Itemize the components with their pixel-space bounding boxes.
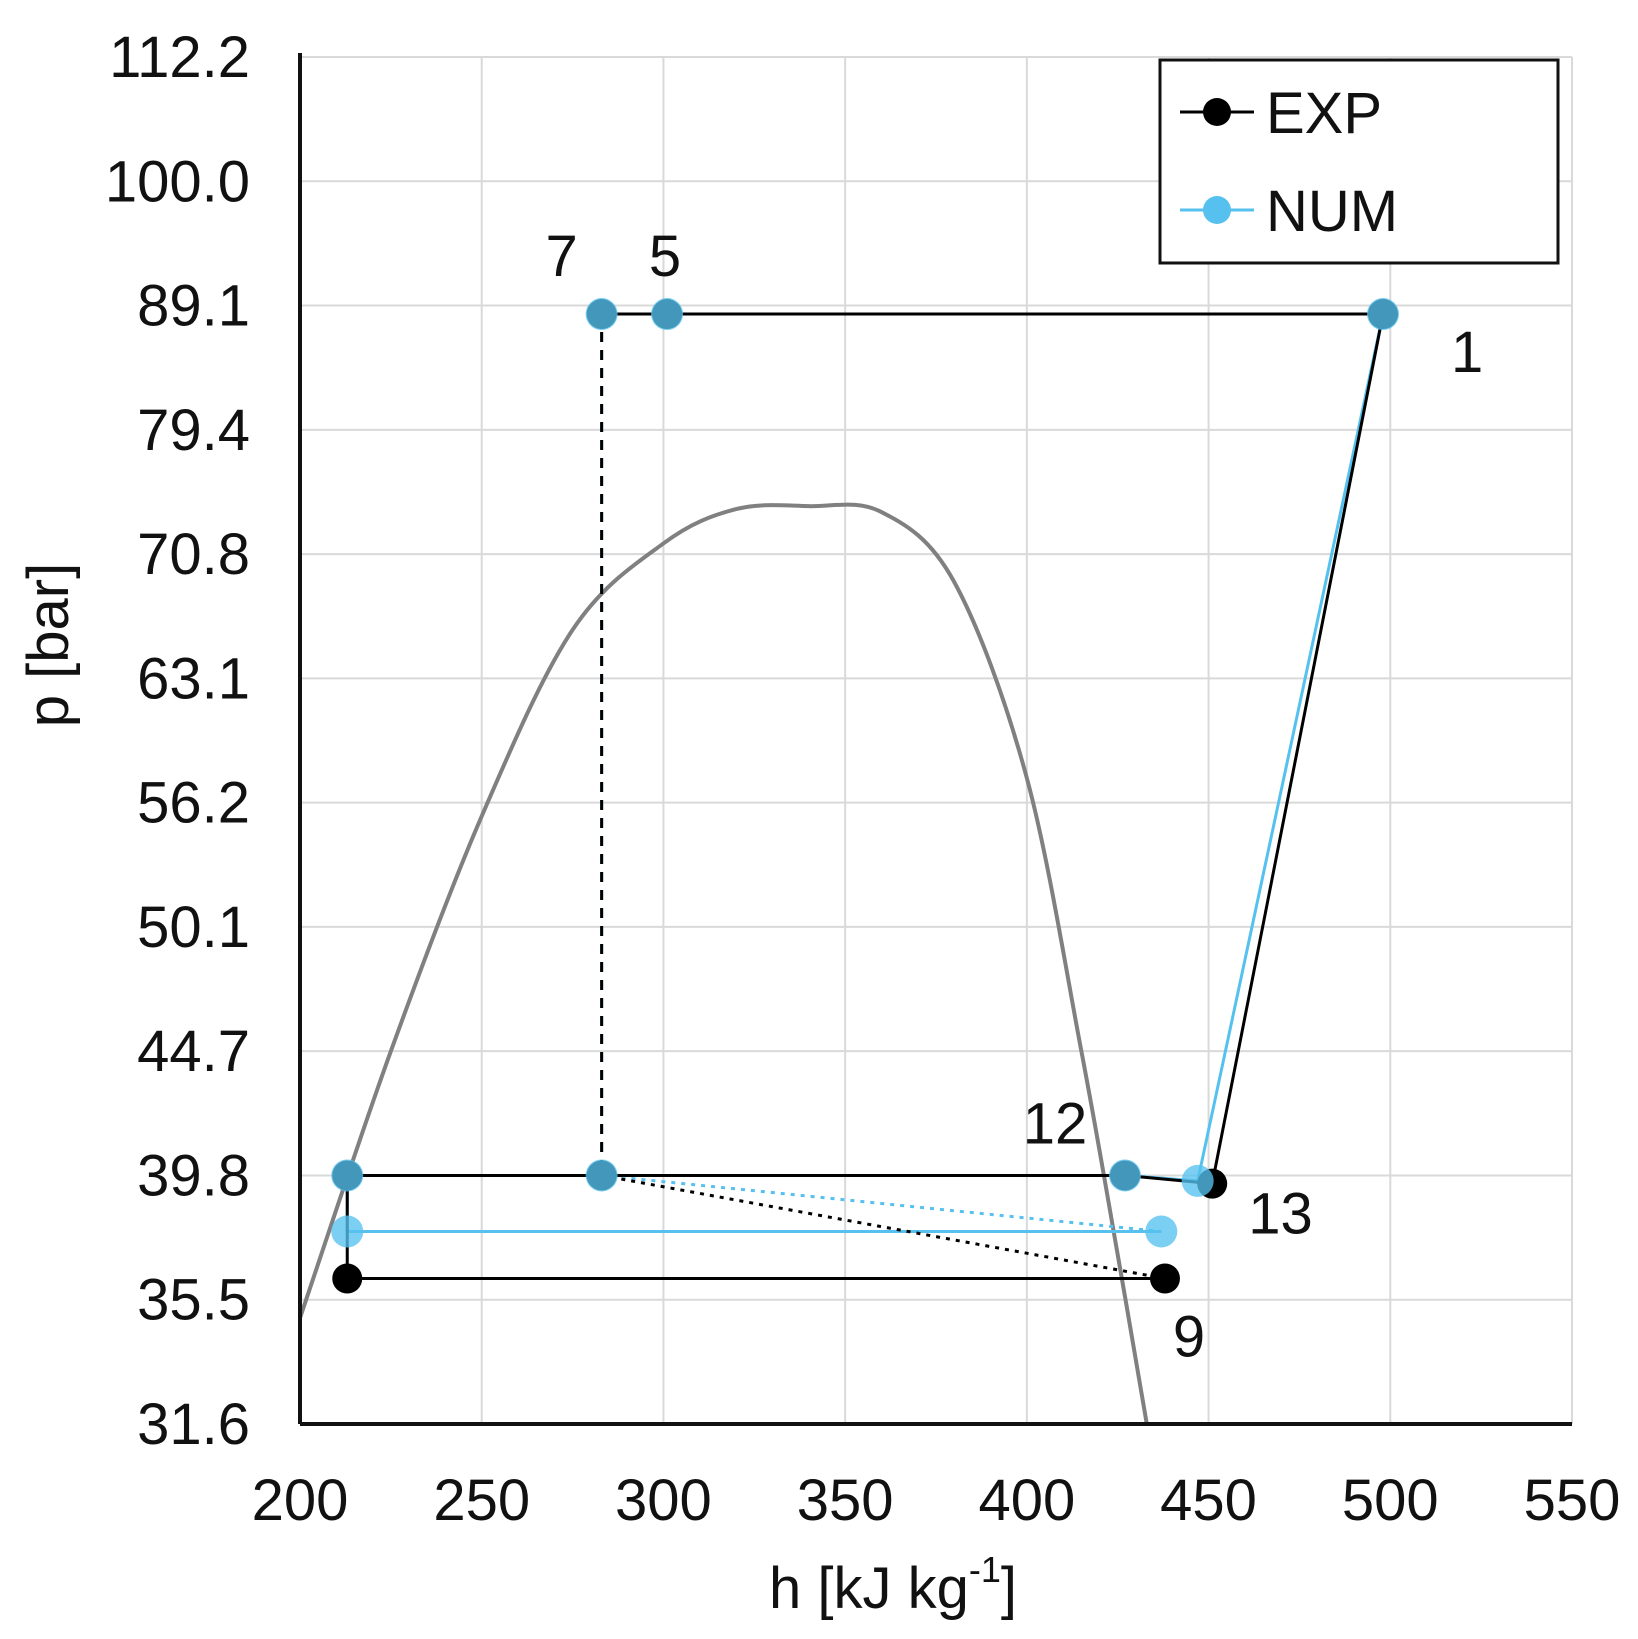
series-segments [345,312,1385,1281]
point-label: 9 [1173,1305,1205,1370]
segment-exp [1210,313,1385,1184]
y-tick-label: 79.4 [137,398,250,463]
x-tick-label: 200 [252,1468,349,1533]
segment-num [1196,313,1385,1182]
point-num [585,298,618,331]
segment-num [601,1173,1162,1233]
point-label: 7 [546,224,578,289]
y-tick-label: 63.1 [137,646,250,711]
y-tick-label: 89.1 [137,274,250,339]
x-tick-label: 250 [433,1468,530,1533]
series-markers [331,298,1400,1294]
point-exp [1149,1263,1180,1294]
x-tick-label: 550 [1524,1468,1621,1533]
point-label: 13 [1248,1182,1313,1247]
segment-exp [601,1173,1166,1280]
y-tick-label: 70.8 [137,522,250,587]
x-axis-title-sup: -1 [969,1549,1001,1590]
point-exp [332,1263,363,1294]
point-num [1145,1215,1178,1248]
saturation-curve [298,502,1149,1425]
y-tick-label: 56.2 [137,771,250,836]
point-num [1181,1164,1214,1197]
x-tick-label: 400 [978,1468,1075,1533]
axes [298,53,1572,1426]
point-label: 1 [1451,320,1483,385]
y-tick-label: 50.1 [137,895,250,960]
y-tick-label: 35.5 [137,1268,250,1333]
point-num [651,298,684,331]
point-num [331,1159,364,1192]
saturation-dome [298,502,1149,1425]
y-tick-label: 112.2 [109,25,250,90]
y-tick-label: 31.6 [137,1392,250,1457]
legend: EXP NUM [1158,58,1560,265]
point-label: 5 [649,224,681,289]
x-tick-label: 350 [797,1468,894,1533]
y-tick-label: 39.8 [137,1143,250,1208]
x-tick-label: 500 [1342,1468,1439,1533]
legend-exp-label: EXP [1266,81,1382,146]
tick-labels: 200 250 300 350 400 450 500 550 31.6 35.5 39.8 44.7… [105,25,1621,1533]
point-labels: 1 5 7 9 12 13 [546,224,1484,1369]
point-num [585,1159,618,1192]
x-axis-title-base: h [kJ kg [769,1556,969,1621]
legend-num-marker [1203,196,1231,224]
point-num [1108,1159,1141,1192]
x-tick-label: 450 [1160,1468,1257,1533]
legend-num-label: NUM [1266,179,1398,244]
y-axis-title: p [bar] [16,563,81,727]
point-label: 12 [1023,1091,1088,1156]
y-tick-label: 100.0 [105,149,250,214]
x-axis-title-close: ] [1001,1556,1017,1621]
x-axis-title: h [kJ kg-1] [769,1549,1017,1621]
point-num [331,1215,364,1248]
x-tick-label: 300 [615,1468,712,1533]
point-num [1367,298,1400,331]
y-tick-label: 44.7 [137,1019,250,1084]
legend-exp-marker [1203,98,1231,126]
legend-box [1158,58,1560,265]
